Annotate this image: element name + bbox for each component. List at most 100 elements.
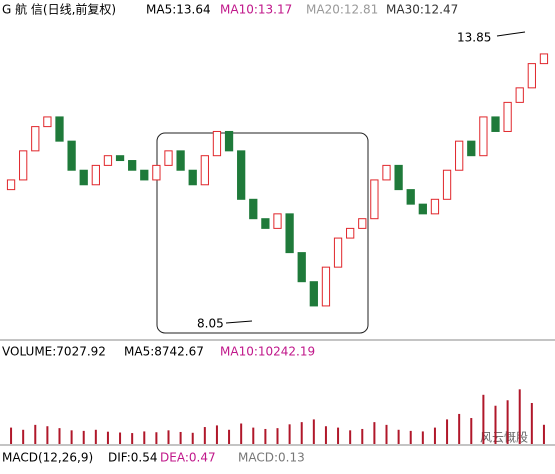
- candle-body: [358, 218, 367, 229]
- volume-bar: [240, 423, 243, 444]
- volume-bar: [300, 422, 303, 444]
- volume-bar: [106, 431, 109, 444]
- volume-bar: [252, 427, 255, 444]
- candle-body: [200, 155, 209, 186]
- candle-body: [55, 116, 64, 142]
- volume-bar: [143, 431, 146, 444]
- volume-bar: [46, 426, 49, 444]
- dif-legend: DIF:0.54: [108, 451, 158, 465]
- candle-body: [176, 150, 185, 171]
- volume-bar: [228, 429, 231, 444]
- candle-body: [418, 203, 427, 215]
- candle-body: [467, 140, 476, 157]
- candle-body: [67, 140, 76, 171]
- volume-bar: [506, 400, 509, 444]
- volume-bar: [276, 428, 279, 444]
- volume-bar: [155, 432, 158, 444]
- volume-bar: [264, 428, 267, 444]
- volume-bar: [542, 424, 545, 444]
- candle-body: [6, 179, 16, 191]
- candle-body: [406, 189, 415, 205]
- volume-bar: [288, 424, 291, 444]
- volume-bar: [203, 427, 206, 444]
- macd-value: MACD:0.13: [238, 451, 305, 465]
- high-label: 13.85: [457, 31, 491, 45]
- candle-body: [152, 164, 161, 181]
- candle-body: [140, 169, 149, 181]
- candle-body: [370, 179, 379, 220]
- volume-bar: [397, 429, 400, 444]
- ma30-legend: MA30:12.47: [386, 3, 458, 17]
- volume-bar: [530, 403, 533, 444]
- low-label: 8.05: [197, 317, 224, 331]
- volume-bar: [82, 430, 85, 444]
- volume-bar: [215, 425, 218, 444]
- candle-body: [212, 130, 222, 157]
- candle-body: [249, 198, 258, 220]
- volume-bar: [518, 389, 521, 444]
- candle-body: [539, 53, 549, 65]
- ma10-legend: MA10:13.17: [220, 3, 292, 17]
- candle-body: [333, 237, 343, 268]
- high-arrow: [496, 31, 526, 37]
- candle-body: [164, 150, 173, 166]
- volume-bar: [10, 427, 13, 444]
- candle-body: [527, 63, 536, 89]
- volume-bar: [470, 418, 473, 444]
- candle-body: [19, 150, 28, 181]
- candle-body: [91, 164, 100, 186]
- volume-bar: [337, 427, 340, 444]
- volume-bar: [119, 432, 122, 444]
- ma20-legend: MA20:12.81: [306, 3, 378, 17]
- candle-body: [309, 281, 318, 307]
- volume-bar: [373, 422, 376, 444]
- candle-body: [31, 126, 40, 152]
- volume-ma10: MA10:10242.19: [220, 345, 315, 359]
- candle-body: [115, 155, 125, 162]
- volume-legend: VOLUME:7027.92: [2, 345, 106, 359]
- ma5-legend: MA5:13.64: [146, 3, 211, 17]
- candle-body: [394, 164, 403, 191]
- candle-body: [382, 164, 391, 181]
- volume-bar: [167, 430, 170, 444]
- candle-body: [515, 87, 524, 103]
- volume-bar: [458, 413, 461, 444]
- volume-bar: [179, 431, 182, 444]
- dea-legend: DEA:0.47: [160, 451, 216, 465]
- candle-body: [346, 227, 355, 239]
- volume-bar: [70, 430, 73, 444]
- candle-body: [297, 252, 306, 283]
- candle-body: [237, 150, 246, 200]
- candle-body: [503, 101, 512, 132]
- watermark: 风云慨股: [480, 431, 528, 445]
- volume-bar: [409, 430, 412, 444]
- macd-legend: MACD(12,26,9): [2, 451, 93, 465]
- volume-bar: [421, 431, 424, 444]
- volume-bar: [22, 429, 25, 444]
- candle-body: [188, 169, 197, 186]
- candle-body: [285, 213, 294, 254]
- volume-bar: [58, 428, 61, 444]
- candle-body: [43, 116, 52, 128]
- candle-body: [273, 213, 282, 229]
- candle-body: [455, 140, 464, 171]
- stock-name: G 航 信(日线,前复权): [2, 2, 116, 17]
- candle-body: [103, 155, 113, 166]
- volume-bar: [94, 429, 97, 444]
- volume-bar: [349, 430, 352, 444]
- candle-body: [430, 198, 440, 215]
- volume-bar: [312, 419, 315, 444]
- volume-ma5: MA5:8742.67: [124, 345, 204, 359]
- volume-bar: [191, 432, 194, 444]
- volume-bar: [446, 419, 449, 444]
- candle-body: [479, 116, 488, 157]
- volume-bar: [482, 394, 485, 444]
- volume-bar: [494, 405, 497, 444]
- candle-body: [79, 169, 88, 186]
- candle-body: [224, 130, 234, 152]
- candle-body: [321, 266, 331, 307]
- volume-bar: [385, 424, 388, 444]
- volume-bar: [34, 424, 37, 444]
- volume-bar: [433, 427, 436, 444]
